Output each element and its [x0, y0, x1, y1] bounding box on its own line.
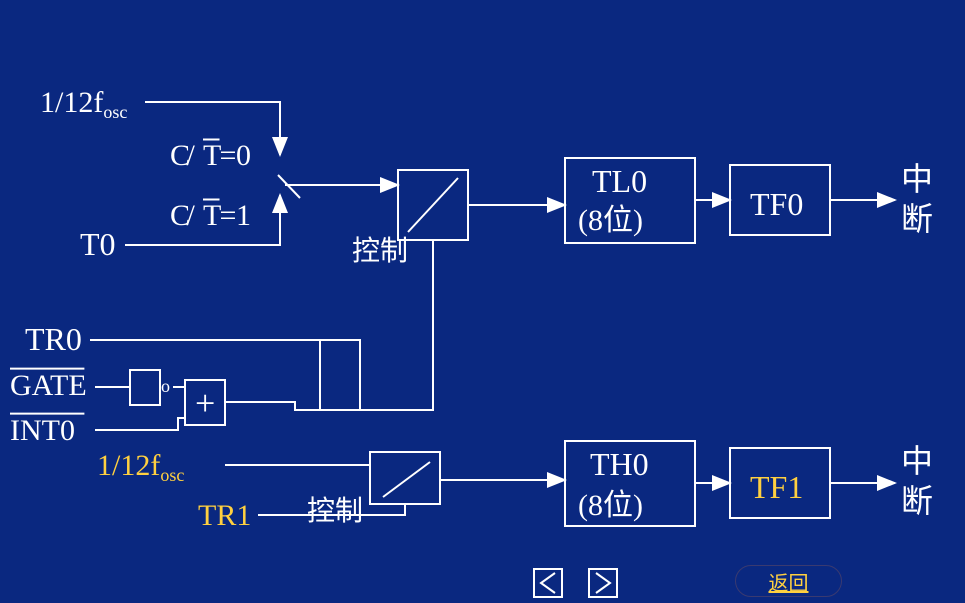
label-int0: INT0: [10, 414, 75, 447]
label-plus: +: [195, 383, 215, 423]
label-int2b: 断: [901, 483, 933, 519]
box-not_gate: [130, 370, 160, 405]
label-th0_a: TH0: [590, 446, 649, 482]
label-th0_b: (8位): [578, 489, 643, 522]
return-button[interactable]: 返回: [735, 565, 842, 597]
label-int1a: 中: [901, 161, 933, 197]
wire-4: [408, 178, 458, 232]
label-not_dot: o: [161, 376, 170, 396]
label-t0: T0: [80, 226, 116, 262]
wire-13: [225, 402, 320, 410]
wire-3: [278, 175, 300, 198]
label-ct1: C/T=1: [170, 199, 251, 232]
label-tl0_a: TL0: [592, 163, 647, 199]
box-switch2: [370, 452, 440, 504]
next-button[interactable]: [588, 568, 618, 598]
wire-12: [95, 418, 185, 430]
wire-16: [383, 462, 430, 497]
label-tf0: TF0: [750, 186, 803, 222]
label-tr0: TR0: [25, 321, 82, 357]
label-ct0: C/T=0: [170, 139, 251, 172]
label-ctrl1: 控制: [352, 235, 408, 267]
label-freq2: 1/12fosc: [97, 449, 184, 485]
label-int1b: 断: [901, 201, 933, 237]
box-and_gate: [320, 340, 360, 410]
label-tr1: TR1: [198, 499, 251, 532]
prev-button[interactable]: [533, 568, 563, 598]
label-ctrl2: 控制: [307, 495, 363, 527]
label-tf1: TF1: [750, 469, 803, 505]
label-int2a: 中: [901, 443, 933, 479]
diagram-canvas: 1/12foscC/T=0C/T=1T0控制TL0(8位)TF0中断TR0GAT…: [0, 0, 965, 603]
label-gate: GATE: [10, 369, 87, 402]
label-tl0_b: (8位): [578, 204, 643, 237]
label-freq1: 1/12fosc: [40, 86, 127, 122]
